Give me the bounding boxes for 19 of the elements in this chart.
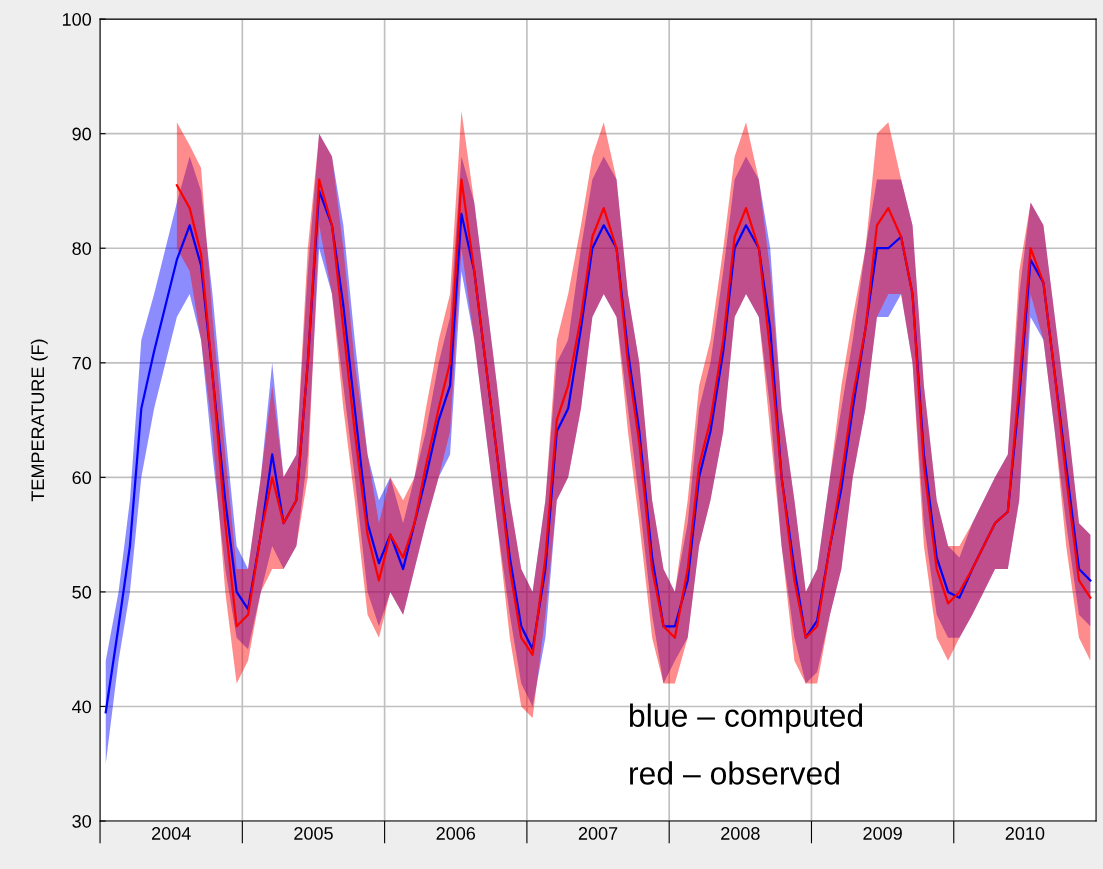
y-tick-label: 100 (62, 13, 92, 26)
x-tick-label: 2009 (863, 827, 902, 840)
x-tick-label: 2010 (1005, 827, 1045, 840)
x-tick-label: 2007 (578, 827, 618, 840)
x-tick-label: 2006 (436, 827, 476, 840)
y-tick-label: 60 (72, 471, 91, 485)
y-axis-title: TEMPERATURE (F) (30, 339, 48, 502)
x-tick-label: 2004 (152, 827, 191, 840)
annotation: red – observed (630, 761, 839, 785)
y-tick-label: 90 (72, 127, 91, 141)
y-tick-label: 50 (72, 585, 91, 599)
x-tick-label: 2008 (721, 827, 760, 840)
x-tick-label: 2005 (294, 827, 333, 840)
line-series (175, 178, 1092, 657)
y-tick-label: 30 (72, 814, 91, 828)
annotation: blue – computed (629, 703, 863, 734)
y-tick-label: 40 (72, 700, 91, 714)
y-tick-label: 70 (72, 356, 91, 370)
y-tick-label: 80 (72, 242, 91, 255)
